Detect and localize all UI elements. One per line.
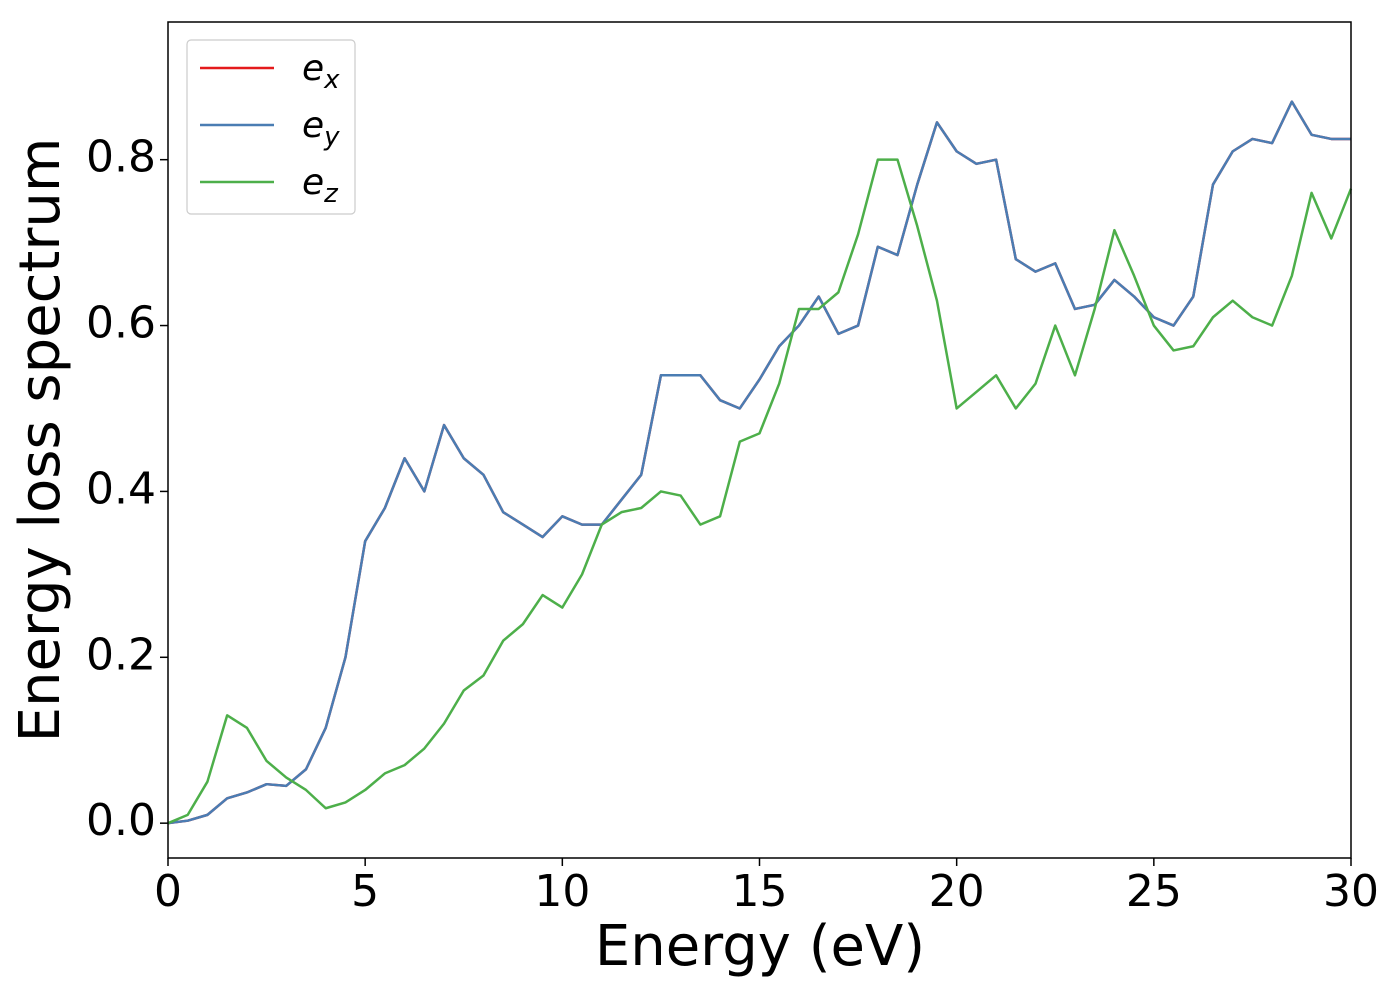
series-line [167,158,1353,825]
x-tick-label: 10 [534,866,590,917]
x-tick-label: 0 [154,866,182,917]
legend: ex ey ez [186,39,356,215]
x-tick-label: 20 [929,866,985,917]
legend-box [186,39,356,215]
legend-label: ez [302,162,339,209]
x-axis-label: Energy (eV) [595,914,925,979]
x-tick-label: 25 [1126,866,1182,917]
y-tick-label: 0.0 [86,795,156,846]
legend-label: ex [302,48,340,95]
x-tick-label: 5 [351,866,379,917]
series-line [167,100,1351,825]
legend-label: ey [302,105,340,152]
y-tick-label: 0.8 [86,132,156,183]
x-tick-label: 30 [1323,866,1379,917]
y-tick-label: 0.4 [86,463,156,514]
y-tick-label: 0.6 [86,298,156,349]
y-axis-label: Energy loss spectrum [8,138,73,743]
x-tick-label: 15 [732,866,788,917]
y-tick-label: 0.2 [86,629,156,680]
plot-frame [167,21,1352,859]
